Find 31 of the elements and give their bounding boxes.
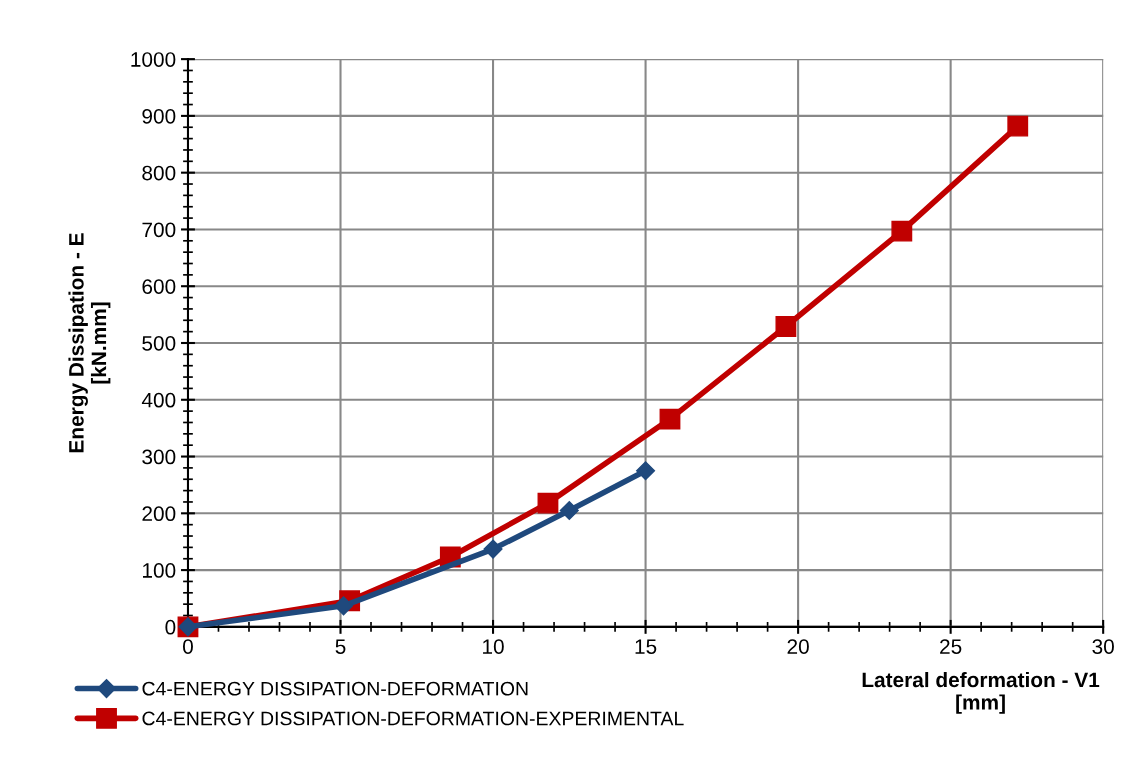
point	[775, 316, 797, 337]
y-tick-label: 200	[142, 506, 176, 522]
point	[559, 500, 579, 521]
point	[483, 539, 503, 559]
point	[334, 596, 354, 616]
x-tick-label: 0	[182, 639, 193, 654]
legend-label: C4-ENERGY DISSIPATION-DEFORMATION-EXPERIMENTAL	[142, 711, 684, 726]
y-tick-label: 700	[142, 222, 176, 238]
point	[659, 408, 681, 430]
y-tick-label: 100	[143, 563, 176, 578]
point	[537, 492, 559, 514]
x-tick-label: 20	[787, 639, 809, 654]
y-tick-label: 1000	[131, 52, 176, 67]
point	[891, 220, 913, 242]
y-tick-label: 400	[141, 392, 176, 408]
point	[636, 461, 656, 481]
x-tick-label: 5	[335, 639, 346, 654]
y-tick-label: 900	[142, 108, 176, 124]
x-tick-label: 30	[1092, 639, 1114, 654]
y-tick-label: 300	[142, 449, 176, 465]
y-tick-label: 600	[142, 279, 176, 294]
x-axis-title: Lateral deformation - V1 [mm]	[862, 671, 1100, 714]
x-tick-label: 10	[483, 639, 504, 654]
x-tick-label: 15	[635, 639, 657, 654]
y-tick-label: 0	[165, 619, 176, 635]
x-tick-label: 25	[940, 639, 962, 654]
y-axis-title: Energy Dissipation - E [kN.mm]	[68, 233, 111, 453]
y-tick-label: 800	[142, 165, 176, 181]
y-tick-label: 500	[142, 336, 176, 351]
point	[1007, 115, 1029, 137]
legend-label: C4-ENERGY DISSIPATION-DEFORMATION	[142, 681, 528, 696]
